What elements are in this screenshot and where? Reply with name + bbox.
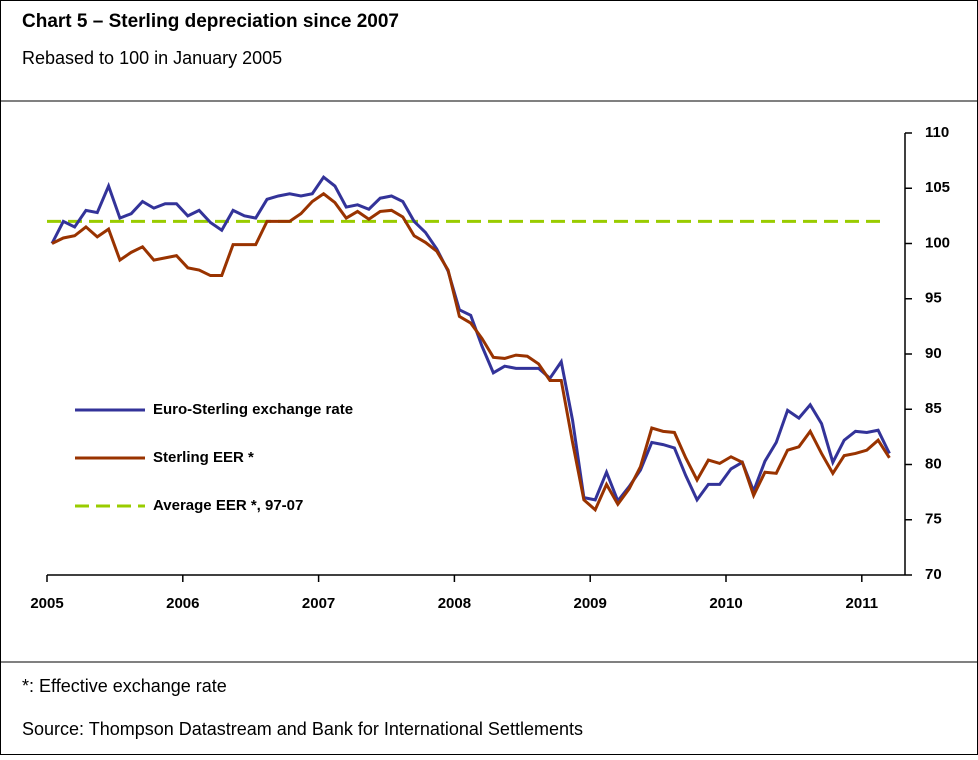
x-tick-label: 2011 <box>846 595 879 612</box>
x-tick-label: 2008 <box>438 595 471 612</box>
x-tick-label: 2007 <box>302 595 335 612</box>
y-tick-label: 70 <box>925 566 942 583</box>
y-tick-label: 90 <box>925 345 942 362</box>
y-tick-label: 105 <box>925 179 950 196</box>
x-tick-label: 2009 <box>574 595 607 612</box>
y-tick-label: 110 <box>925 124 949 141</box>
legend-label: Average EER *, 97-07 <box>153 497 303 514</box>
y-tick-label: 80 <box>925 455 942 472</box>
y-tick-label: 85 <box>925 400 942 417</box>
x-tick-label: 2005 <box>30 595 63 612</box>
series-line <box>51 191 891 513</box>
y-tick-label: 75 <box>925 511 942 528</box>
legend-label: Euro-Sterling exchange rate <box>153 401 353 418</box>
y-tick-label: 95 <box>925 290 942 307</box>
x-tick-label: 2010 <box>709 595 742 612</box>
subtitle: Rebased to 100 in January 2005 <box>22 48 282 68</box>
footnote: *: Effective exchange rate <box>22 676 227 696</box>
y-tick-label: 100 <box>925 234 950 251</box>
chart-title: Chart 5 – Sterling depreciation since 20… <box>22 11 399 32</box>
legend-label: Sterling EER * <box>153 449 254 466</box>
source: Source: Thompson Datastream and Bank for… <box>22 719 583 739</box>
x-tick-label: 2006 <box>166 595 199 612</box>
